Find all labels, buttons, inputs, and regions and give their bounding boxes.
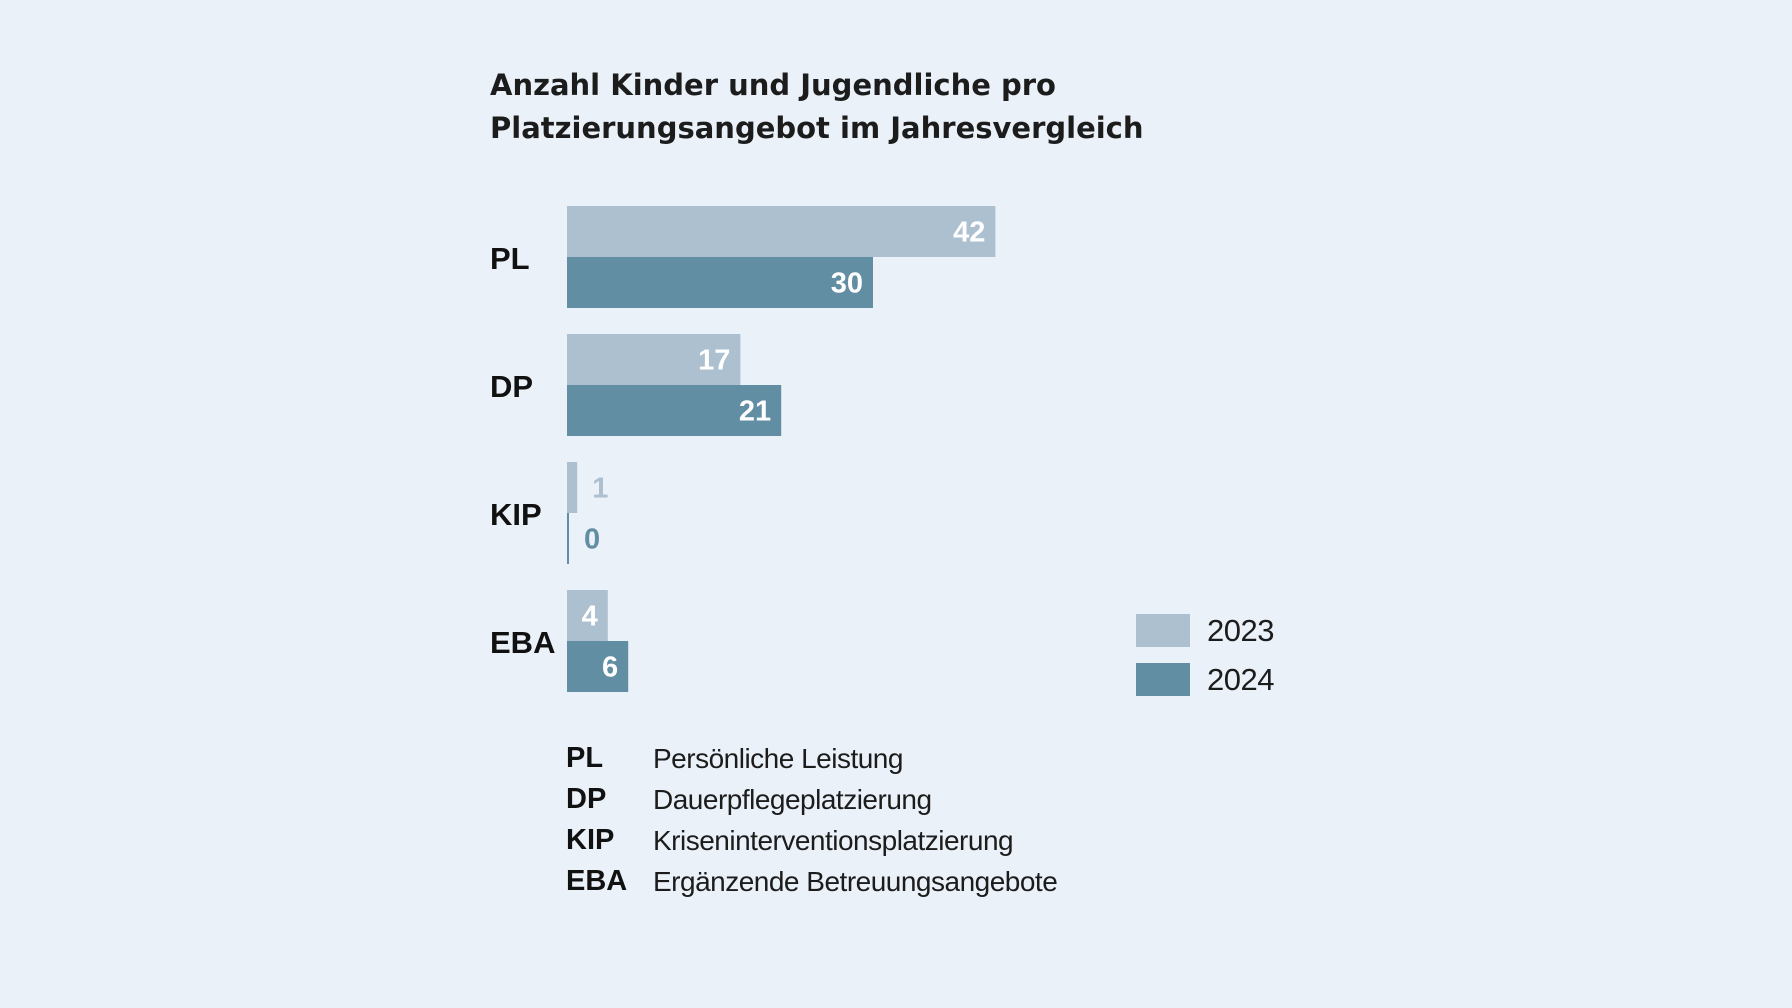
bar-2024-KIP <box>567 513 569 564</box>
data-label: 42 <box>953 217 985 249</box>
legend-swatch-2023 <box>1136 614 1190 647</box>
legend-label-2023: 2023 <box>1207 612 1274 648</box>
bar-2023-KIP <box>567 462 578 513</box>
glossary-abbr: KIP <box>566 824 615 856</box>
bar-2024-DP <box>567 385 782 436</box>
legend: 2023 2024 <box>1136 606 1274 704</box>
glossary-abbr: PL <box>566 742 604 774</box>
data-label: 0 <box>584 524 600 556</box>
legend-label-2024: 2024 <box>1207 661 1274 697</box>
bar-2023-EBA <box>567 590 608 641</box>
data-label: 1 <box>592 473 608 505</box>
category-label: PL <box>490 241 530 276</box>
bar-2023-PL <box>567 206 996 257</box>
bar-2023-DP <box>567 334 741 385</box>
glossary-abbr: DP <box>566 783 607 815</box>
glossary-text: Kriseninterventionsplatzierung <box>653 824 1014 856</box>
abbreviation-glossary: PL Persönliche Leistung DP Dauerpflegepl… <box>566 738 1058 902</box>
legend-swatch-2024 <box>1136 663 1190 696</box>
glossary-text: Ergänzende Betreuungsangebote <box>653 865 1058 897</box>
data-label: 21 <box>739 396 771 428</box>
data-label: 4 <box>582 601 598 633</box>
glossary-text: Persönliche Leistung <box>653 742 903 774</box>
data-label: 17 <box>698 345 730 377</box>
chart-title: Anzahl Kinder und Jugendliche pro Platzi… <box>490 68 1144 145</box>
legend-item-2023: 2023 <box>1136 606 1274 655</box>
data-label: 6 <box>602 652 618 684</box>
glossary-text: Dauerpflegeplatzierung <box>653 783 932 815</box>
glossary-row: EBA Ergänzende Betreuungsangebote <box>566 861 1058 902</box>
legend-item-2024: 2024 <box>1136 655 1274 704</box>
glossary-row: DP Dauerpflegeplatzierung <box>566 779 1057 820</box>
bar-2024-EBA <box>567 641 629 692</box>
glossary-abbr: EBA <box>566 865 628 897</box>
category-label: DP <box>490 369 533 404</box>
glossary-row: KIP Kriseninterventionsplatzierung <box>566 820 1057 861</box>
category-label: KIP <box>490 497 542 532</box>
data-label: 30 <box>831 268 863 300</box>
category-label: EBA <box>490 625 555 660</box>
glossary-row: PL Persönliche Leistung <box>566 738 1057 779</box>
bar-2024-PL <box>567 257 873 308</box>
